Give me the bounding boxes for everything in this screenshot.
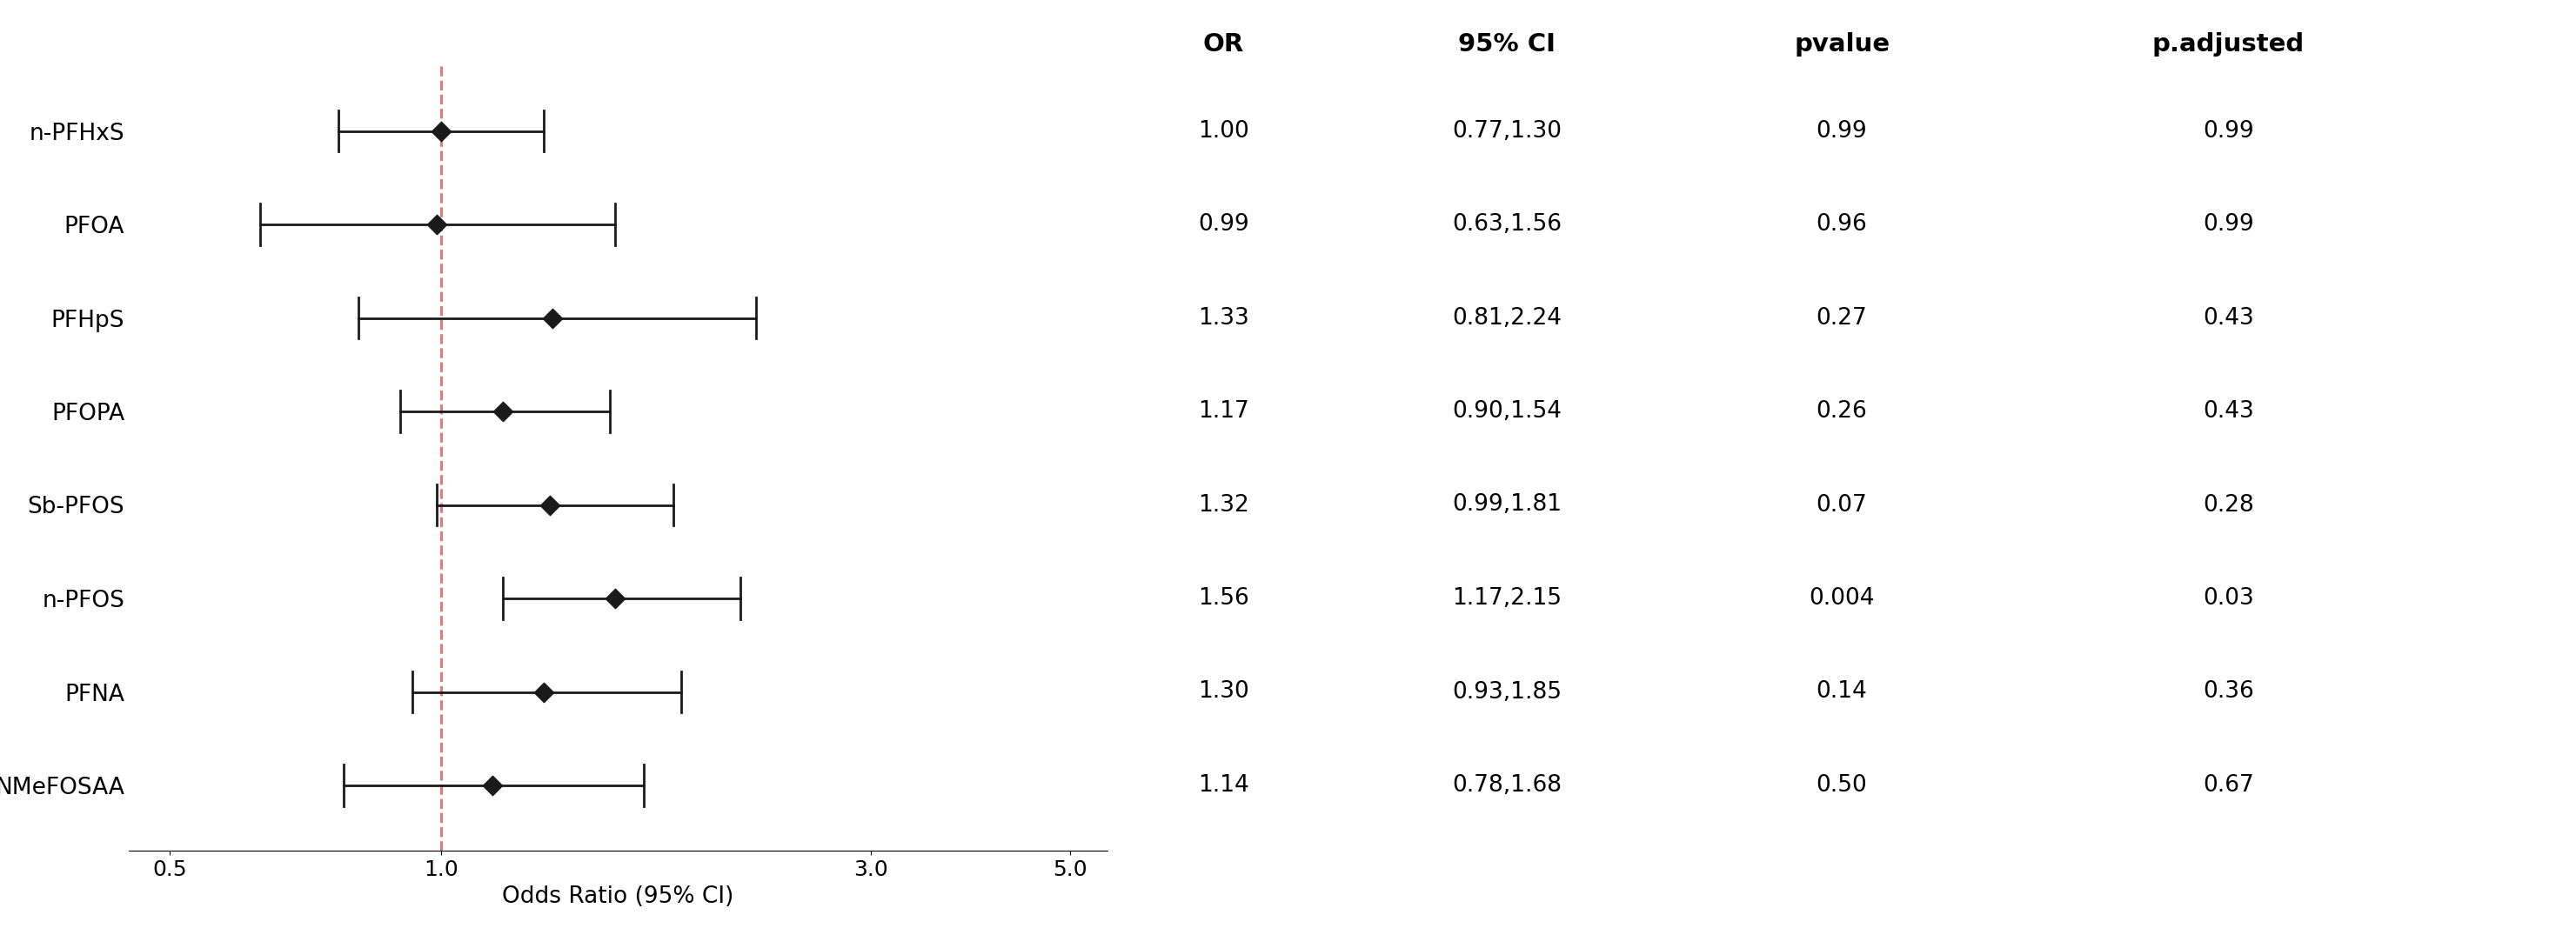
Text: 1.56: 1.56: [1198, 587, 1249, 610]
Text: 1.32: 1.32: [1198, 494, 1249, 516]
Point: [482, 404, 523, 419]
Text: 0.99: 0.99: [1198, 213, 1249, 236]
Text: 1.30: 1.30: [1198, 681, 1249, 703]
Text: 0.14: 0.14: [1816, 681, 1868, 703]
Text: 0.78,1.68: 0.78,1.68: [1453, 774, 1561, 797]
Point: [533, 310, 574, 325]
Text: 95% CI: 95% CI: [1458, 32, 1556, 56]
Text: OR: OR: [1203, 32, 1244, 56]
Point: [471, 778, 513, 793]
Text: 0.36: 0.36: [2202, 681, 2254, 703]
Text: 0.81,2.24: 0.81,2.24: [1453, 307, 1561, 329]
Text: 0.27: 0.27: [1816, 307, 1868, 329]
Text: 0.28: 0.28: [2202, 494, 2254, 516]
Text: 0.67: 0.67: [2202, 774, 2254, 797]
Text: 0.07: 0.07: [1816, 494, 1868, 516]
X-axis label: Odds Ratio (95% CI): Odds Ratio (95% CI): [502, 885, 734, 908]
Text: 0.43: 0.43: [2202, 307, 2254, 329]
Text: 0.63,1.56: 0.63,1.56: [1453, 213, 1561, 236]
Point: [595, 591, 636, 606]
Text: 1.00: 1.00: [1198, 120, 1249, 142]
Point: [417, 217, 459, 232]
Text: 1.14: 1.14: [1198, 774, 1249, 797]
Point: [523, 684, 564, 699]
Point: [528, 497, 569, 512]
Text: 0.43: 0.43: [2202, 400, 2254, 423]
Text: 0.96: 0.96: [1816, 213, 1868, 236]
Text: 0.99: 0.99: [2202, 120, 2254, 142]
Text: 0.50: 0.50: [1816, 774, 1868, 797]
Text: 0.26: 0.26: [1816, 400, 1868, 423]
Text: 0.99: 0.99: [1816, 120, 1868, 142]
Text: 1.17: 1.17: [1198, 400, 1249, 423]
Text: 1.33: 1.33: [1198, 307, 1249, 329]
Text: 0.93,1.85: 0.93,1.85: [1453, 681, 1561, 703]
Text: pvalue: pvalue: [1793, 32, 1891, 56]
Text: 0.004: 0.004: [1808, 587, 1875, 610]
Text: 0.77,1.30: 0.77,1.30: [1453, 120, 1561, 142]
Text: 0.03: 0.03: [2202, 587, 2254, 610]
Text: 0.99: 0.99: [2202, 213, 2254, 236]
Point: [420, 123, 461, 138]
Text: 0.90,1.54: 0.90,1.54: [1453, 400, 1561, 423]
Text: 1.17,2.15: 1.17,2.15: [1453, 587, 1561, 610]
Text: 0.99,1.81: 0.99,1.81: [1453, 494, 1561, 516]
Text: p.adjusted: p.adjusted: [2151, 32, 2306, 56]
